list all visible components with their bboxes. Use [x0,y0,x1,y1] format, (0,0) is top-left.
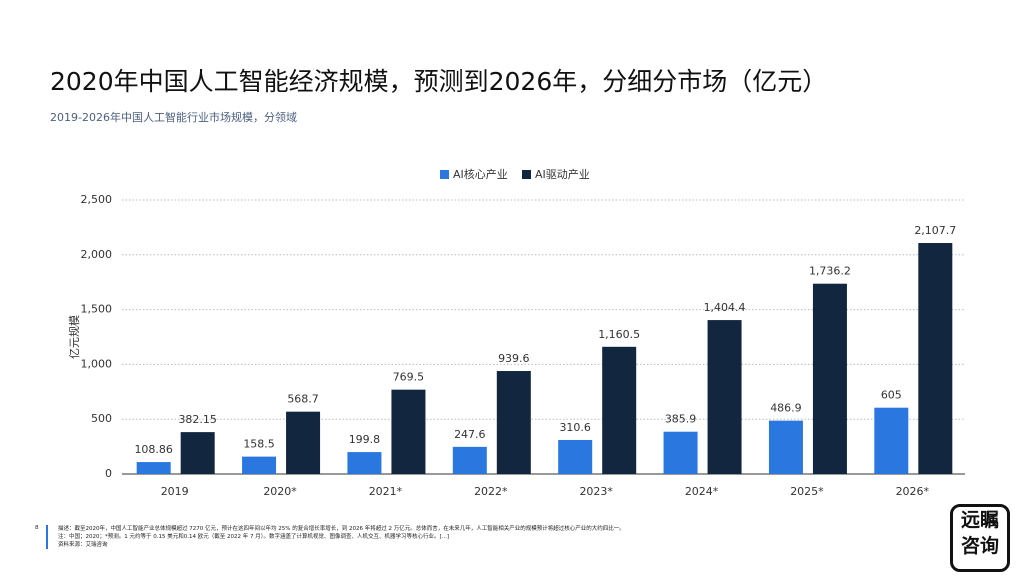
value-label: 1,736.2 [809,265,851,278]
logo: 远瞩 咨询 [950,504,1010,572]
chart-subtitle: 2019-2026年中国人工智能行业市场规模，分领域 [50,111,297,124]
legend-swatch [522,170,531,179]
bar [136,462,171,474]
value-label: 605 [881,389,902,402]
legend-swatch [440,170,449,179]
value-label: 1,160.5 [598,328,640,341]
value-label: 310.6 [559,421,591,434]
bar [452,446,487,474]
bar [663,431,698,474]
x-tick-label: 2024* [685,485,719,498]
bar [602,346,637,474]
bar [874,407,909,474]
legend-label: AI核心产业 [453,167,508,181]
bar [918,242,953,474]
y-tick-label: 2,000 [81,248,113,261]
value-label: 568.7 [287,393,319,406]
value-label: 158.5 [243,438,275,451]
footer: 描述：截至2020年，中国人工智能产业总体规模超过 7270 亿元，预计在这四年… [46,525,938,549]
bar [286,411,321,474]
x-tick-label: 2020* [263,485,297,498]
footer-note: 注：中国；2020；*预测。1 元约等于 0.15 美元和0.14 欧元（截至 … [58,534,450,540]
x-tick-label: 2023* [579,485,613,498]
x-tick-label: 2019 [161,485,189,498]
legend-label: AI驱动产业 [535,167,590,181]
value-label: 486.9 [770,402,802,415]
logo-text: 咨询 [960,535,999,557]
y-tick-label: 2,500 [81,193,113,206]
bar [391,389,426,474]
page-number: 8 [35,525,39,531]
x-tick-label: 2022* [474,485,508,498]
value-label: 1,404.4 [704,301,746,314]
bar [496,371,531,474]
value-label: 939.6 [498,352,530,365]
y-axis-label: 亿元规模 [67,315,81,359]
y-tick-label: 0 [105,467,112,480]
x-tick-label: 2021* [369,485,403,498]
value-label: 247.6 [454,428,486,441]
footer-source: 资料来源：艾瑞咨询 [58,542,108,548]
value-label: 385.9 [665,413,697,426]
y-tick-label: 500 [91,412,112,425]
chart: 0 500 1,000 1,500 2,000 2,500 亿元规模 AI核心产业 AI驱动产业… [67,167,965,498]
y-tick-label: 1,000 [81,357,113,370]
chart-title: 2020年中国人工智能经济规模，预测到2026年，分细分市场（亿元） [50,67,828,96]
bar [812,283,847,474]
logo-text: 远瞩 [960,509,999,531]
bar [347,452,382,474]
value-label: 108.86 [134,443,173,456]
bar [707,320,742,474]
bar [242,456,277,474]
value-label: 199.8 [349,433,381,446]
bar [180,432,215,474]
value-label: 382.15 [178,413,217,426]
x-tick-label: 2025* [790,485,824,498]
value-label: 2,107.7 [914,224,956,237]
value-label: 769.5 [393,371,425,384]
bar [558,439,593,474]
footer-description: 描述：截至2020年，中国人工智能产业总体规模超过 7270 亿元，预计在这四年… [58,526,625,532]
y-tick-label: 1,500 [81,303,113,316]
x-tick-label: 2026* [896,485,930,498]
bar [768,420,803,474]
